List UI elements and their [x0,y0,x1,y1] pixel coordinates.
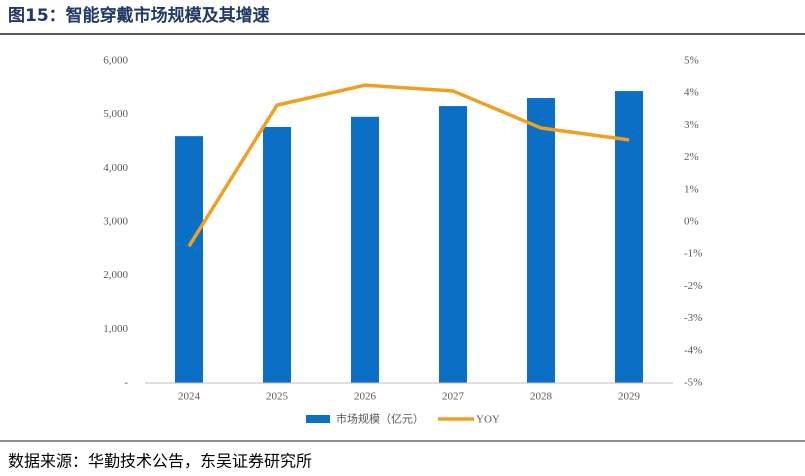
y-tick-label: 3,000 [103,216,128,228]
x-tick-label: 2024 [178,391,201,403]
bar [527,98,555,383]
y-tick-label: 2,000 [103,269,128,281]
legend-label: YOY [476,414,500,426]
bar [263,127,291,383]
y-tick-label: 6,000 [103,55,128,67]
y-tick-label: 4,000 [103,162,128,174]
chart-title: 图15：智能穿戴市场规模及其增速 [8,5,270,26]
y2-tick-label: 4% [684,87,699,99]
bar [439,106,467,383]
x-tick-label: 2029 [618,391,641,403]
bar [175,136,203,383]
y2-tick-label: 2% [684,151,699,163]
x-tick-label: 2028 [530,391,553,403]
line [187,83,630,248]
y-tick-label: - [124,377,128,389]
x-tick-label: 2025 [266,391,289,403]
y-tick-label: 5,000 [103,108,128,120]
y-tick-label: 1,000 [103,323,128,335]
bar [351,116,379,384]
legend-swatch [306,415,330,423]
legend-label: 市场规模（亿元） [336,412,424,426]
y2-tick-label: -3% [684,312,702,324]
y2-tick-label: -5% [684,377,702,389]
y2-tick-label: 3% [684,119,699,131]
x-tick-label: 2027 [442,391,465,403]
y2-tick-label: -4% [684,344,702,356]
y2-tick-label: 1% [684,183,699,195]
y2-tick-label: 5% [684,55,699,67]
bar [615,91,643,383]
source: 数据来源：华勤技术公告，东吴证券研究所 [8,452,312,471]
y2-tick-label: 0% [684,216,699,228]
y2-tick-label: -2% [684,280,702,292]
y2-tick-label: -1% [684,248,702,260]
x-tick-label: 2026 [354,391,377,403]
